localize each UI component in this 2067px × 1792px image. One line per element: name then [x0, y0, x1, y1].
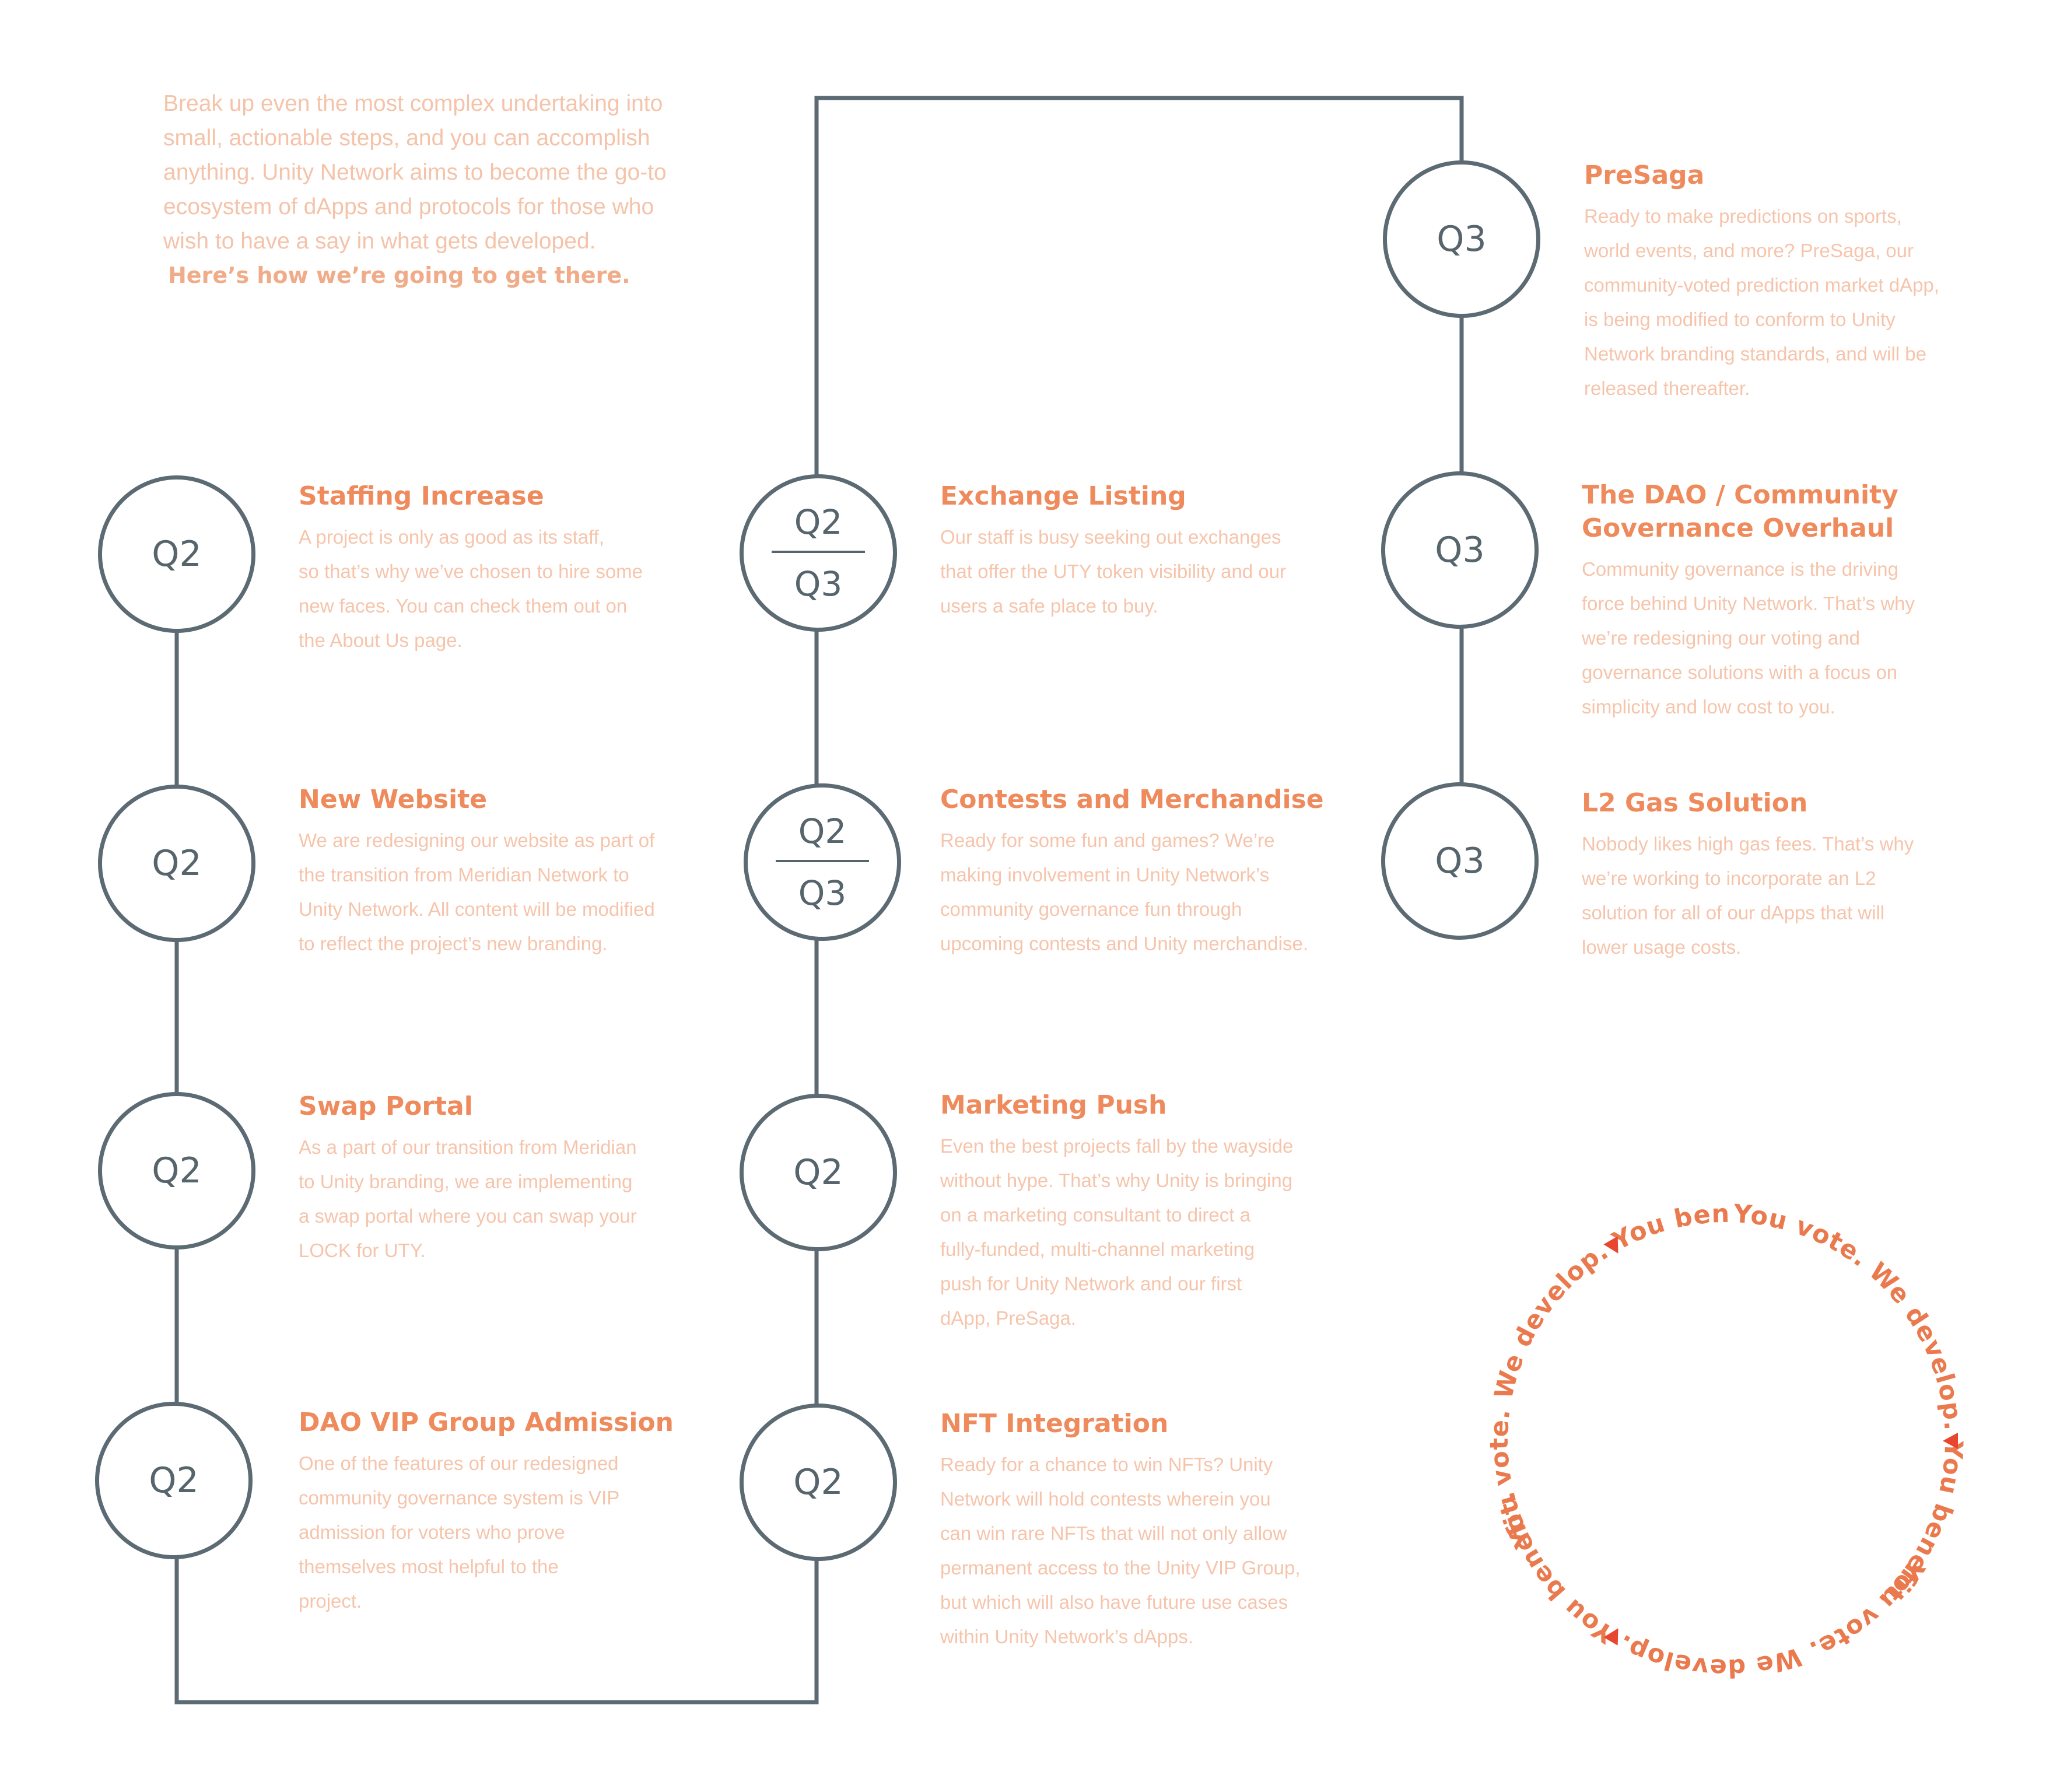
milestone-title: PreSaga: [1584, 160, 1705, 190]
slogan-phrase: You vote. We develop. You benefit.: [1491, 1488, 1931, 1682]
quarter-node: Q2: [740, 1404, 897, 1561]
milestone-l2-gas-solution: L2 Gas Solution Nobody likes high gas fe…: [1582, 786, 2002, 964]
quarter-label-bottom: Q3: [794, 564, 843, 604]
milestone-text: A project is only as good as its staff, …: [299, 526, 643, 652]
intro-paragraph: Break up even the most complex undertaki…: [163, 86, 688, 293]
quarter-label-bottom: Q3: [798, 873, 847, 913]
quarter-node: Q2: [95, 1402, 253, 1559]
top-bridge-line: [814, 96, 1464, 513]
milestone-text: Nobody likes high gas fees. That’s why w…: [1582, 833, 1914, 958]
milestone-text: Community governance is the driving forc…: [1582, 558, 1915, 718]
quarter-label: Q3: [1435, 841, 1485, 881]
triangle-arrow-icon: [1943, 1433, 1958, 1449]
quarter-divider: [776, 860, 869, 862]
quarter-label: Q3: [1435, 530, 1485, 570]
milestone-text: Ready for a chance to win NFTs? Unity Ne…: [940, 1454, 1301, 1648]
quarter-node: Q3: [1383, 160, 1540, 318]
milestone-contests-and-merchandise: Contests and Merchandise Ready for some …: [940, 783, 1337, 961]
milestone-text: Even the best projects fall by the waysi…: [940, 1135, 1294, 1329]
milestone-title: Contests and Merchandise: [940, 785, 1324, 814]
quarter-node: Q3: [1381, 782, 1539, 940]
milestone-text: As a part of our transition from Meridia…: [299, 1136, 637, 1262]
milestone-nft-integration: NFT Integration Ready for a chance to wi…: [940, 1407, 1337, 1654]
quarter-node: Q2: [98, 475, 255, 633]
quarter-label: Q2: [152, 534, 202, 575]
milestone-staffing-increase: Staffing Increase A project is only as g…: [299, 480, 695, 657]
slogan-phrase: You vote. We develop. You benefit.: [1411, 1126, 1730, 1553]
milestone-text: We are redesigning our website as part o…: [299, 830, 655, 955]
milestone-presaga: PreSaga Ready to make predictions on spo…: [1584, 159, 2004, 405]
milestone-title: Swap Portal: [299, 1091, 473, 1121]
quarter-label: Q2: [793, 1152, 843, 1193]
quarter-label: Q2: [152, 843, 202, 884]
quarter-label-top: Q2: [794, 502, 843, 542]
milestone-title: The DAO / Community Governance Overhaul: [1582, 480, 1898, 544]
triangle-arrow-icon: [1603, 1236, 1618, 1254]
quarter-label: Q2: [793, 1462, 843, 1503]
slogan-phrase: You vote. We develop. You benefit.: [1732, 1199, 1968, 1616]
quarter-label: Q2: [152, 1150, 202, 1191]
intro-body: Break up even the most complex undertaki…: [163, 91, 667, 254]
milestone-text: Ready for some fun and games? We’re maki…: [940, 830, 1308, 955]
milestone-title: Marketing Push: [940, 1090, 1167, 1120]
quarter-node-split: Q2 Q3: [744, 783, 901, 941]
intro-lead: Here’s how we’re going to get there.: [168, 262, 630, 288]
slogan-arrows: [1603, 1236, 1958, 1646]
milestone-text: Our staff is busy seeking out exchanges …: [940, 526, 1287, 617]
milestone-dao-governance-overhaul: The DAO / Community Governance Overhaul …: [1582, 478, 2002, 724]
milestone-title: Exchange Listing: [940, 481, 1186, 511]
quarter-label-top: Q2: [798, 811, 847, 851]
milestone-exchange-listing: Exchange Listing Our staff is busy seeki…: [940, 480, 1337, 623]
slogan-ring: You vote. We develop. You benefit. You v…: [1411, 1126, 1968, 1682]
milestone-title: Staffing Increase: [299, 481, 544, 511]
quarter-node-split: Q2 Q3: [740, 474, 897, 632]
milestone-new-website: New Website We are redesigning our websi…: [299, 783, 695, 961]
milestone-swap-portal: Swap Portal As a part of our transition …: [299, 1090, 695, 1268]
milestone-title: New Website: [299, 785, 488, 814]
quarter-node: Q2: [98, 785, 255, 942]
milestone-title: NFT Integration: [940, 1409, 1169, 1438]
milestone-dao-vip-group-admission: DAO VIP Group Admission One of the featu…: [299, 1406, 695, 1618]
quarter-node: Q2: [740, 1094, 897, 1251]
slogan-ring-text: You vote. We develop. You benefit. You v…: [1411, 1126, 1968, 1682]
milestone-text: One of the features of our redesigned co…: [299, 1452, 620, 1612]
milestone-title: L2 Gas Solution: [1582, 788, 1808, 818]
quarter-node: Q3: [1381, 471, 1539, 629]
quarter-node: Q2: [98, 1092, 255, 1250]
quarter-label: Q3: [1437, 219, 1487, 260]
triangle-arrow-icon: [1603, 1628, 1618, 1646]
milestone-title: DAO VIP Group Admission: [299, 1408, 674, 1437]
quarter-label: Q2: [149, 1460, 199, 1501]
quarter-divider: [772, 551, 865, 553]
milestone-marketing-push: Marketing Push Even the best projects fa…: [940, 1088, 1337, 1335]
milestone-text: Ready to make predictions on sports, wor…: [1584, 205, 1939, 400]
